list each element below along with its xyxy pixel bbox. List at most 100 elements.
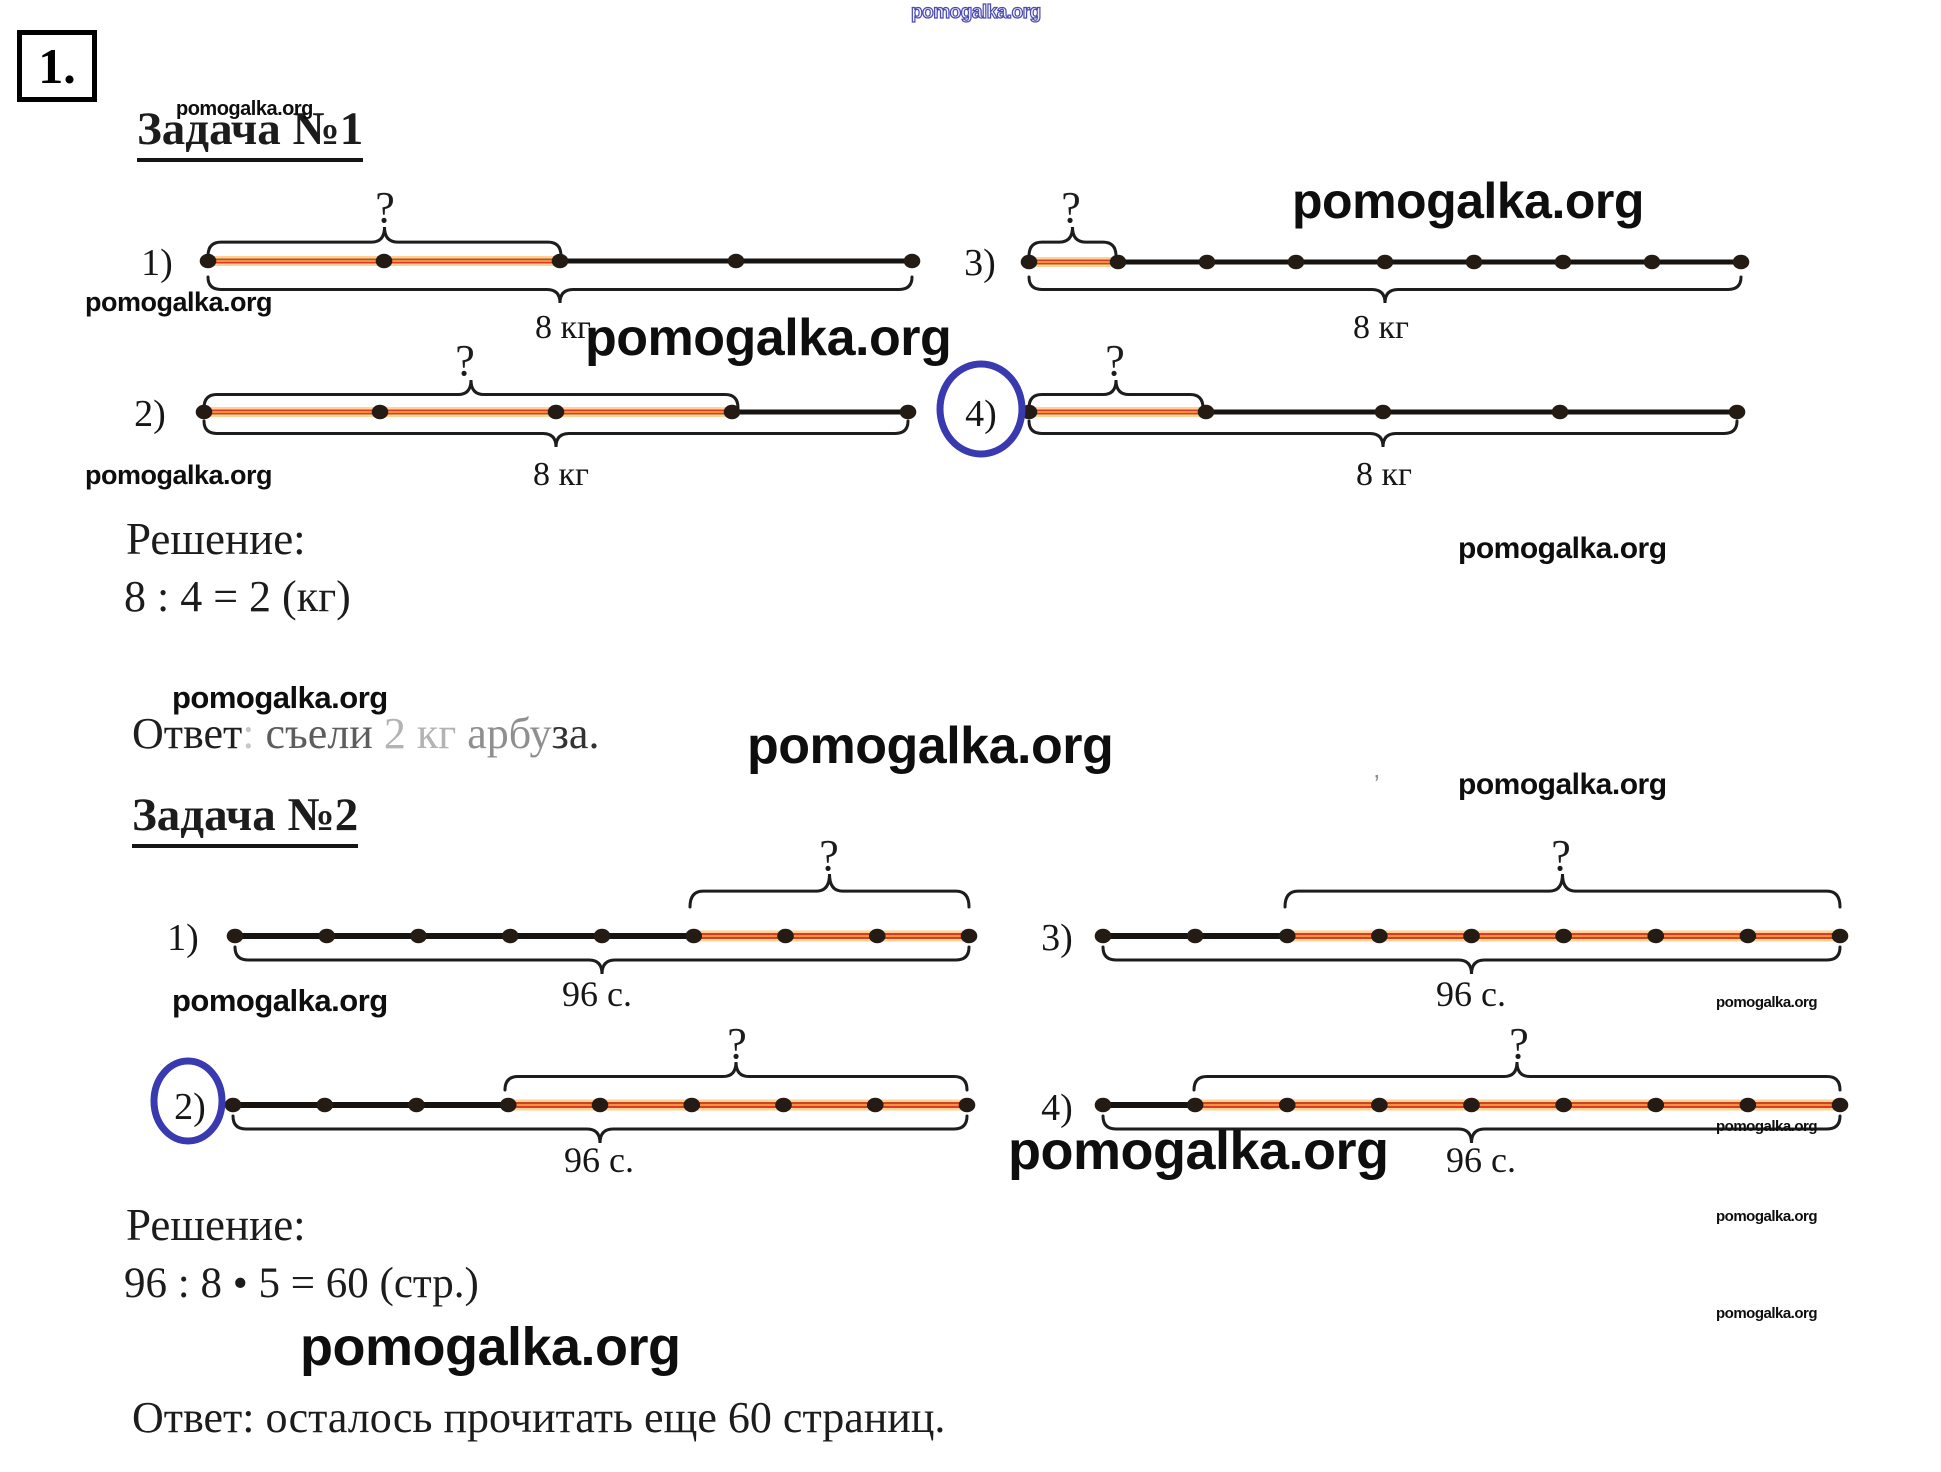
stray-mark: ʼ bbox=[1374, 770, 1380, 800]
watermark-pomogalka: pomogalka.org bbox=[85, 287, 273, 317]
watermark-pomogalka: pomogalka.org bbox=[1458, 768, 1667, 801]
top-brace bbox=[1283, 873, 1842, 909]
question-mark: ? bbox=[375, 183, 395, 232]
watermark-pomogalka: pomogalka.org bbox=[1716, 1118, 1818, 1135]
division-dot bbox=[1371, 928, 1388, 944]
diagram-p1-4: ? 8 кг 4) bbox=[936, 336, 1746, 493]
division-dot bbox=[727, 253, 745, 269]
diagram-p2-1: ? 96 с. 1) bbox=[167, 831, 978, 1014]
watermark-pomogalka: pomogalka.org bbox=[172, 983, 388, 1018]
division-dot bbox=[1739, 1097, 1757, 1113]
division-dot bbox=[868, 928, 886, 944]
division-dot bbox=[371, 404, 389, 420]
division-dot bbox=[1555, 1097, 1572, 1113]
answer-word: 2 кг bbox=[372, 709, 457, 758]
division-dot bbox=[1020, 254, 1038, 270]
division-dot bbox=[1831, 1097, 1849, 1113]
total-label: 8 кг bbox=[1353, 309, 1409, 346]
division-dot bbox=[1555, 928, 1572, 944]
answer-word: : bbox=[242, 709, 266, 758]
question-mark: ? bbox=[819, 831, 839, 880]
diagram-p2-3: ? 96 с. 3) bbox=[1041, 831, 1849, 1014]
problem2-solution-label: Решение: bbox=[126, 1200, 306, 1250]
total-label: 96 с. bbox=[1436, 974, 1506, 1014]
division-dot bbox=[1732, 254, 1750, 270]
division-dot bbox=[1463, 1097, 1480, 1113]
division-dot bbox=[1278, 1097, 1296, 1113]
watermark-pomogalka: pomogalka.org bbox=[172, 680, 388, 715]
diagram-p1-1: ? 8 кг 1) bbox=[141, 183, 921, 346]
division-dot bbox=[1374, 404, 1392, 420]
division-dot bbox=[1371, 1097, 1388, 1113]
question-mark: ? bbox=[1105, 336, 1125, 385]
division-dot bbox=[1109, 254, 1127, 270]
division-dot bbox=[199, 253, 217, 269]
diagram-number: 3) bbox=[1041, 917, 1073, 959]
division-dot bbox=[1278, 928, 1296, 944]
division-dot bbox=[1094, 1097, 1112, 1113]
division-dot bbox=[499, 1097, 517, 1113]
selection-circle bbox=[150, 1057, 226, 1145]
watermark-pomogalka: pomogalka.org bbox=[910, 2, 1041, 23]
top-brace bbox=[202, 379, 740, 410]
division-dot bbox=[1728, 404, 1746, 420]
question-mark: ? bbox=[1061, 183, 1081, 232]
division-dot bbox=[547, 404, 565, 420]
division-dot bbox=[1287, 254, 1305, 270]
bottom-brace bbox=[1027, 419, 1739, 448]
answer-word: арбу bbox=[456, 709, 552, 758]
total-label: 8 кг bbox=[1356, 456, 1412, 493]
diagram-number: 1) bbox=[167, 917, 199, 959]
division-dot bbox=[1463, 928, 1480, 944]
division-dot bbox=[591, 1097, 609, 1113]
exercise-number-box: 1. bbox=[17, 30, 97, 102]
watermark-pomogalka: pomogalka.org bbox=[747, 717, 1114, 775]
division-dot bbox=[1647, 928, 1665, 944]
division-dot bbox=[1739, 928, 1757, 944]
watermark-pomogalka: pomogalka.org bbox=[85, 460, 273, 490]
division-dot bbox=[593, 928, 611, 944]
division-dot bbox=[1186, 928, 1204, 944]
division-dot bbox=[1465, 254, 1483, 270]
question-mark: ? bbox=[1509, 1019, 1529, 1068]
diagram-number: 4) bbox=[1041, 1087, 1073, 1129]
division-dot bbox=[775, 1097, 792, 1113]
division-dot bbox=[224, 1097, 242, 1113]
problem1-answer: Ответ: съели 2 кг арбуза. bbox=[132, 712, 599, 756]
division-dot bbox=[316, 1097, 334, 1113]
exercise-number: 1. bbox=[38, 38, 76, 94]
division-dot bbox=[866, 1097, 884, 1113]
watermark-pomogalka: pomogalka.org bbox=[1008, 1121, 1389, 1181]
top-brace bbox=[206, 226, 563, 258]
diagram-number: 2) bbox=[174, 1086, 206, 1128]
division-dot bbox=[1197, 404, 1215, 420]
division-dot bbox=[1551, 404, 1569, 420]
division-dot bbox=[1198, 254, 1216, 270]
problem2-answer: Ответ: осталось прочитать еще 60 страниц… bbox=[132, 1393, 946, 1442]
question-mark: ? bbox=[455, 336, 475, 385]
watermark-pomogalka: pomogalka.org bbox=[1292, 173, 1644, 229]
division-dot bbox=[777, 928, 794, 944]
division-dot bbox=[1554, 254, 1572, 270]
division-dot bbox=[723, 404, 741, 420]
division-dot bbox=[1831, 928, 1849, 944]
division-dot bbox=[375, 253, 393, 269]
division-dot bbox=[960, 928, 978, 944]
diagram-number: 3) bbox=[964, 242, 996, 284]
bottom-brace bbox=[206, 275, 914, 304]
watermark-pomogalka: pomogalka.org bbox=[1716, 1208, 1818, 1225]
top-brace bbox=[1027, 226, 1118, 258]
bottom-brace bbox=[233, 945, 971, 975]
diagram-p1-2: ? 8 кг 2) bbox=[134, 336, 917, 493]
division-dot bbox=[903, 253, 921, 269]
watermark-pomogalka: pomogalka.org bbox=[176, 98, 313, 120]
division-dot bbox=[551, 253, 569, 269]
answer-word: съели bbox=[265, 709, 373, 758]
watermark-pomogalka: pomogalka.org bbox=[300, 1317, 681, 1377]
watermark-pomogalka: pomogalka.org bbox=[585, 309, 952, 367]
division-dot bbox=[958, 1097, 976, 1113]
division-dot bbox=[226, 928, 244, 944]
top-brace bbox=[1192, 1061, 1842, 1092]
